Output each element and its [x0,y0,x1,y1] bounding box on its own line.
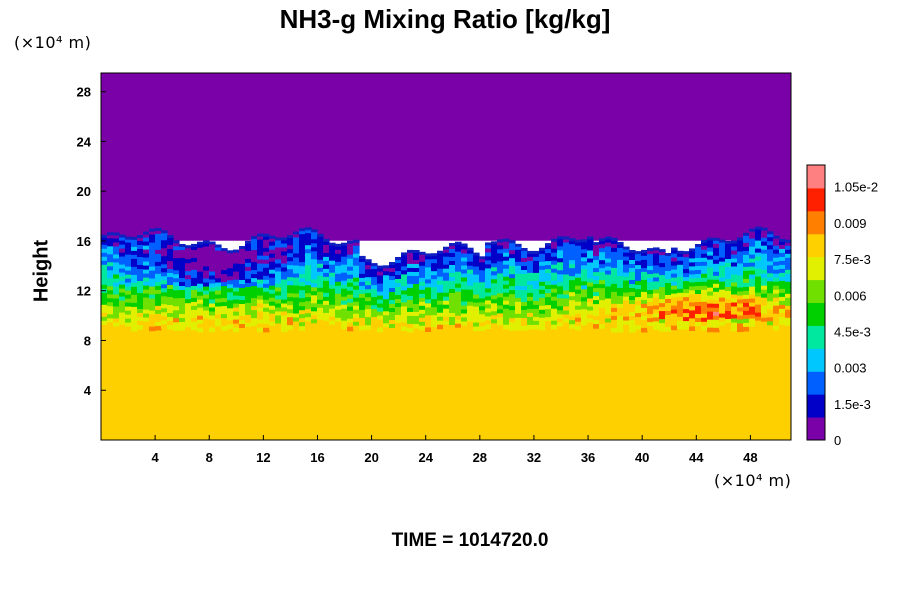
colorbar-segment-7 [807,256,825,281]
x-tick-label-36: 36 [581,450,595,465]
region-upper [101,73,791,241]
x-tick-label-20: 20 [364,450,378,465]
chart-title: NH3-g Mixing Ratio [kg/kg] [279,4,611,34]
colorbar-label-1: 1.5e-3 [834,397,871,412]
y-tick-label-16: 16 [77,234,91,249]
colorbar-label-3: 4.5e-3 [834,324,871,339]
colorbar-label-6: 0.009 [834,216,867,231]
x-tick-label-16: 16 [310,450,324,465]
y-axis-unit: (×10⁴ m) [14,33,92,52]
region-transition [101,226,791,333]
x-tick-label-48: 48 [743,450,757,465]
colorbar-segment-11 [807,165,825,189]
y-tick-label-12: 12 [77,284,91,299]
region-lower [101,328,791,440]
x-tick-label-44: 44 [689,450,704,465]
colorbar-segment-3 [807,348,825,372]
x-tick-label-40: 40 [635,450,649,465]
x-tick-label-12: 12 [256,450,270,465]
colorbar-segment-6 [807,279,825,303]
x-tick-label-8: 8 [206,450,213,465]
y-tick-label-20: 20 [77,184,91,199]
colorbar-label-7: 1.05e-2 [834,180,878,195]
y-tick-label-24: 24 [77,134,92,149]
y-tick-label-4: 4 [84,383,92,398]
colorbar-label-4: 0.006 [834,288,867,303]
x-tick-label-24: 24 [418,450,433,465]
time-label: TIME = 1014720.0 [391,530,549,551]
x-axis-unit: (×10⁴ m) [714,471,792,490]
colorbar: 0 1.5e-3 0.003 4.5e-3 0.006 7.5e-3 0.009 1.05e-… [806,164,878,448]
y-tick-label-8: 8 [84,333,91,348]
x-tick-label-4: 4 [152,450,160,465]
colorbar-segment-0 [807,417,825,441]
colorbar-segment-10 [807,187,825,212]
plot-area [101,73,791,440]
colorbar-label-5: 7.5e-3 [834,252,871,267]
colorbar-segment-8 [807,233,825,258]
colorbar-label-0: 0 [834,433,841,448]
plot-frame [100,72,792,441]
colorbar-segment-5 [807,302,825,326]
colorbar-segment-4 [807,325,825,349]
colorbar-frame [806,164,826,441]
y-tick-label-28: 28 [77,85,91,100]
x-tick-label-32: 32 [527,450,541,465]
colorbar-segment-2 [807,371,825,395]
x-tick-label-28: 28 [473,450,487,465]
colorbar-label-2: 0.003 [834,361,867,376]
colorbar-segment-9 [807,210,825,235]
colorbar-segment-1 [807,394,825,418]
